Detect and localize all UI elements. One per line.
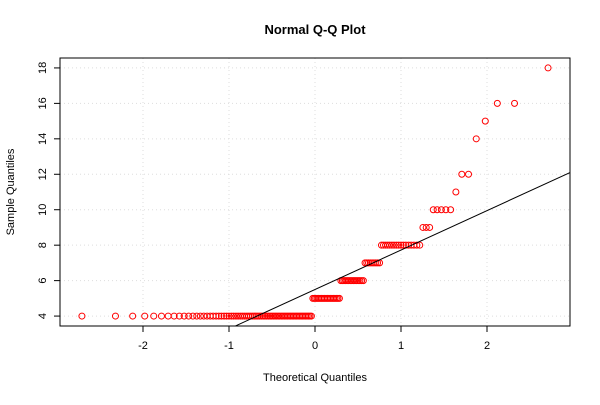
point bbox=[465, 170, 473, 178]
y-tick-label: 10 bbox=[37, 204, 49, 216]
point bbox=[212, 312, 220, 320]
point bbox=[307, 312, 315, 320]
point bbox=[419, 223, 427, 231]
point bbox=[230, 312, 238, 320]
point bbox=[129, 312, 137, 320]
x-tick-label: 1 bbox=[398, 340, 404, 352]
point bbox=[374, 259, 382, 267]
point bbox=[189, 312, 197, 320]
x-tick-label: -2 bbox=[138, 340, 148, 352]
reference-line bbox=[234, 172, 570, 326]
point bbox=[390, 241, 398, 249]
point bbox=[364, 259, 372, 267]
point bbox=[386, 241, 394, 249]
y-axis-label: Sample Quantiles bbox=[5, 148, 17, 235]
point bbox=[254, 312, 262, 320]
point bbox=[180, 312, 188, 320]
point bbox=[175, 312, 183, 320]
point bbox=[447, 206, 455, 214]
point bbox=[392, 241, 400, 249]
chart-title: Normal Q-Q Plot bbox=[264, 22, 366, 37]
point bbox=[472, 135, 480, 143]
point bbox=[225, 312, 233, 320]
point bbox=[399, 241, 407, 249]
point bbox=[223, 312, 231, 320]
marks bbox=[78, 64, 570, 326]
y-tick-label: 16 bbox=[37, 97, 49, 109]
grid bbox=[60, 58, 570, 326]
x-tick-label: -1 bbox=[224, 340, 234, 352]
y-tick-label: 12 bbox=[37, 168, 49, 180]
point bbox=[493, 99, 501, 107]
point bbox=[416, 241, 424, 249]
point bbox=[458, 170, 466, 178]
point bbox=[437, 206, 445, 214]
point bbox=[511, 99, 519, 107]
point bbox=[429, 206, 437, 214]
point bbox=[544, 64, 552, 72]
point bbox=[335, 294, 343, 302]
x-tick-label: 0 bbox=[312, 340, 318, 352]
point bbox=[395, 241, 403, 249]
point bbox=[157, 312, 165, 320]
x-tick-label: 2 bbox=[484, 340, 490, 352]
point bbox=[433, 206, 441, 214]
point bbox=[252, 312, 260, 320]
point bbox=[426, 223, 434, 231]
point bbox=[78, 312, 86, 320]
y-tick-label: 4 bbox=[37, 313, 49, 319]
point bbox=[359, 277, 367, 285]
point bbox=[217, 312, 225, 320]
point bbox=[227, 312, 235, 320]
point bbox=[422, 223, 430, 231]
point bbox=[388, 241, 396, 249]
point bbox=[170, 312, 178, 320]
point bbox=[481, 117, 489, 125]
point bbox=[111, 312, 119, 320]
point bbox=[220, 312, 228, 320]
point bbox=[185, 312, 193, 320]
y-tick-label: 6 bbox=[37, 278, 49, 284]
point bbox=[397, 241, 405, 249]
point bbox=[452, 188, 460, 196]
point bbox=[196, 312, 204, 320]
point bbox=[150, 312, 158, 320]
point bbox=[215, 312, 223, 320]
y-tick-label: 14 bbox=[37, 133, 49, 145]
point bbox=[193, 312, 201, 320]
x-axis-label: Theoretical Quantiles bbox=[263, 372, 367, 384]
point bbox=[442, 206, 450, 214]
y-tick-label: 18 bbox=[37, 62, 49, 74]
point bbox=[413, 241, 421, 249]
point bbox=[141, 312, 149, 320]
y-tick-label: 8 bbox=[37, 242, 49, 248]
